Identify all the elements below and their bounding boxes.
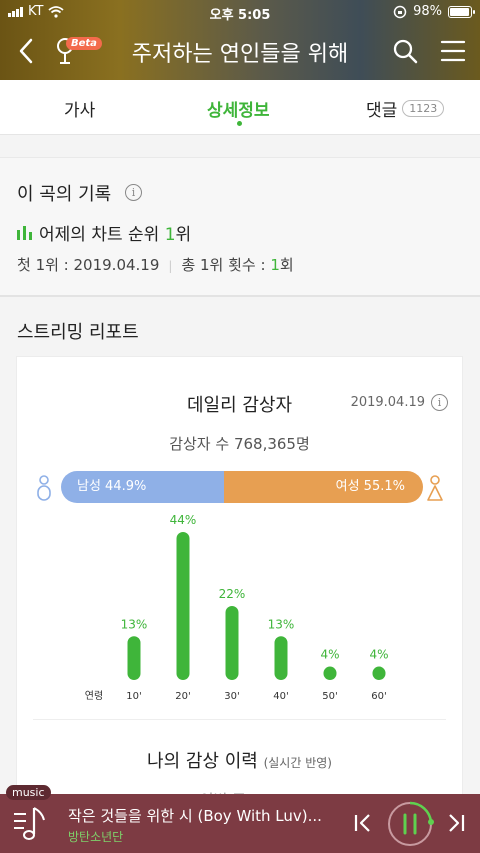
age-bar-value: 22% bbox=[219, 587, 246, 601]
pause-button[interactable] bbox=[386, 800, 434, 848]
now-playing-title: 작은 것들을 위한 시 (Boy With Luv)... bbox=[68, 807, 322, 825]
mini-player[interactable]: music 작은 것들을 위한 시 (Boy With Luv)... 방탄소년… bbox=[0, 785, 480, 853]
female-icon bbox=[427, 475, 443, 501]
age-tick-label: 10' bbox=[126, 691, 141, 702]
age-bar-value: 4% bbox=[369, 648, 388, 662]
rank-value: 1 bbox=[164, 225, 176, 245]
age-bar-value: 44% bbox=[170, 513, 197, 527]
tab-details[interactable]: 상세정보 bbox=[207, 101, 270, 121]
song-record-section bbox=[0, 158, 480, 296]
info-icon[interactable]: i bbox=[125, 184, 142, 201]
back-icon[interactable] bbox=[14, 36, 40, 66]
history-title-text: 나의 감상 이력 bbox=[147, 751, 258, 772]
previous-track-icon[interactable] bbox=[353, 812, 373, 834]
card-date-text: 2019.04.19 bbox=[350, 395, 425, 410]
beta-badge: Beta bbox=[66, 37, 102, 50]
age-bar bbox=[372, 666, 386, 680]
age-bar bbox=[274, 636, 288, 680]
status-time: 오후 5:05 bbox=[209, 8, 271, 23]
signal-icon bbox=[8, 6, 23, 17]
now-playing-artist: 방탄소년단 bbox=[68, 830, 124, 844]
chart-bars-icon bbox=[17, 225, 32, 240]
card-title: 데일리 감상자 bbox=[186, 395, 293, 416]
battery-label: 98% bbox=[413, 4, 442, 19]
gender-ratio-bar: 남성 44.9% 여성 55.1% bbox=[61, 471, 423, 503]
age-tick-label: 40' bbox=[273, 691, 288, 702]
total-rank-prefix: 총 1위 횟수 : bbox=[181, 256, 271, 274]
next-track-icon[interactable] bbox=[446, 812, 466, 834]
male-icon bbox=[37, 475, 51, 501]
age-bar-value: 13% bbox=[268, 617, 295, 631]
male-segment: 남성 44.9% bbox=[61, 471, 224, 503]
age-tick-label: 20' bbox=[175, 691, 190, 702]
age-bar-value: 13% bbox=[121, 617, 148, 631]
rank-prefix: 어제의 차트 순위 bbox=[39, 225, 165, 245]
age-chart: 연령 13% 10' 44% 20' 22% 30' 13% 40' 4% 50' 4% 60' bbox=[85, 513, 389, 702]
age-bar bbox=[127, 636, 141, 680]
total-rank-suffix: 회 bbox=[279, 256, 294, 274]
details-content: 이 곡의 기록 i 어제의 차트 순위 1위 첫 1위 : 2019.04.19… bbox=[0, 136, 480, 816]
age-bar bbox=[323, 666, 337, 680]
rotation-lock-icon bbox=[393, 5, 407, 18]
active-tab-indicator bbox=[237, 121, 242, 126]
listener-count: 감상자 수 768,365명 bbox=[169, 435, 310, 453]
tab-lyrics[interactable]: 가사 bbox=[64, 101, 96, 121]
age-tick-label: 50' bbox=[322, 691, 337, 702]
carrier-label: KT bbox=[28, 4, 44, 19]
rank-suffix: 위 bbox=[175, 225, 192, 245]
first-rank-date: 첫 1위 : 2019.04.19 bbox=[17, 256, 160, 274]
playlist-note-icon[interactable] bbox=[12, 804, 48, 844]
daily-listener-card: 데일리 감상자 2019.04.19 i 감상자 수 768,365명 남성 4… bbox=[16, 356, 463, 816]
status-bar: KT 오후 5:05 98% bbox=[0, 0, 480, 24]
battery-icon bbox=[448, 5, 475, 18]
tab-comments-label: 댓글 bbox=[366, 101, 398, 121]
age-bar-value: 4% bbox=[320, 648, 339, 662]
age-bar bbox=[176, 532, 190, 680]
age-tick-label: 30' bbox=[224, 691, 239, 702]
total-rank-value: 1 bbox=[270, 256, 280, 274]
streaming-heading: 스트리밍 리포트 bbox=[17, 322, 139, 343]
header-bar: KT 오후 5:05 98% Beta 주저하는 연인들을 위해 bbox=[0, 0, 480, 80]
wifi-icon bbox=[48, 5, 65, 18]
info-icon[interactable]: i bbox=[431, 394, 448, 411]
page-title: 주저하는 연인들을 위해 bbox=[131, 42, 349, 67]
music-tag: music bbox=[6, 785, 51, 800]
age-axis-label: 연령 bbox=[85, 690, 103, 702]
card-date: 2019.04.19 i bbox=[351, 394, 448, 411]
record-heading: 이 곡의 기록 bbox=[17, 184, 112, 205]
tab-bar: 가사 상세정보 댓글 1123 bbox=[0, 80, 480, 135]
history-note: (실시간 반영) bbox=[263, 756, 332, 770]
tab-comments[interactable]: 댓글 1123 bbox=[366, 96, 445, 121]
first-rank-info: 첫 1위 : 2019.04.19 | 총 1위 횟수 : 1회 bbox=[17, 256, 294, 274]
comment-count-badge: 1123 bbox=[402, 100, 445, 117]
chart-rank: 어제의 차트 순위 1위 bbox=[17, 220, 191, 245]
menu-icon[interactable] bbox=[440, 38, 466, 64]
female-segment: 여성 55.1% bbox=[223, 471, 423, 503]
search-icon[interactable] bbox=[392, 38, 418, 64]
history-title: 나의 감상 이력 (실시간 반영) bbox=[17, 747, 462, 773]
age-tick-label: 60' bbox=[371, 691, 386, 702]
age-bar bbox=[225, 606, 239, 680]
